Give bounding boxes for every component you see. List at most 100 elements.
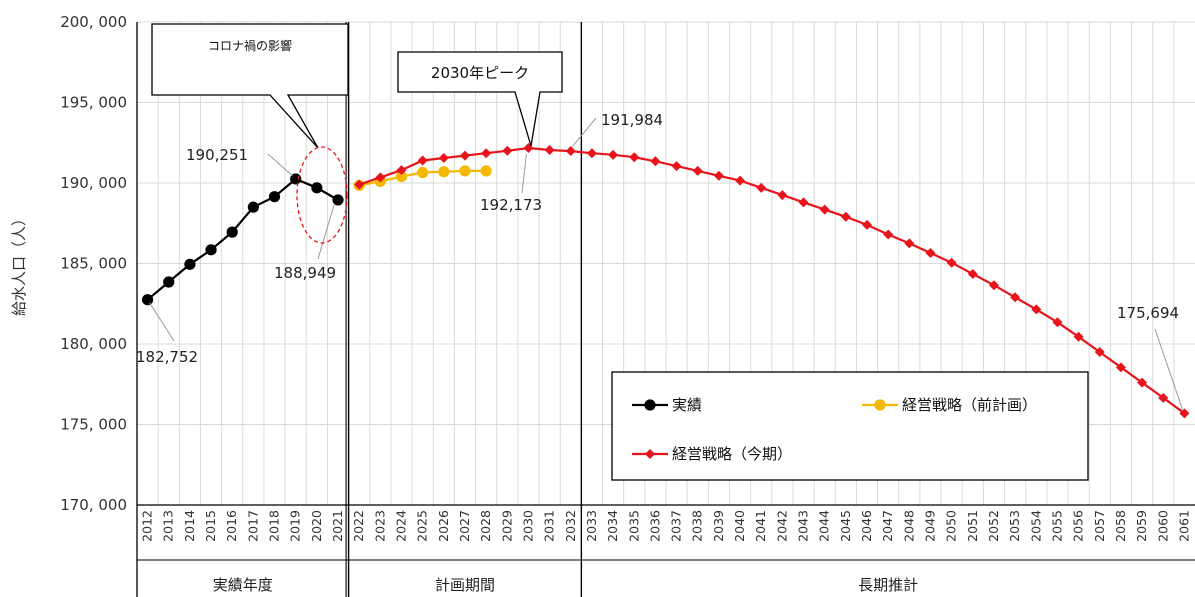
series-point	[946, 257, 957, 268]
series-point	[205, 244, 217, 256]
series-point	[1052, 317, 1063, 328]
series-point	[840, 211, 851, 222]
x-tick-label: 2036	[647, 510, 662, 542]
series-point	[798, 197, 809, 208]
period-label: 実績年度	[213, 576, 273, 594]
series-point	[1179, 408, 1190, 419]
legend-box	[611, 371, 1089, 481]
x-tick-label: 2034	[605, 510, 620, 542]
series-point	[565, 146, 576, 157]
legend-swatch-marker	[644, 399, 656, 411]
x-tick-label: 2055	[1049, 510, 1064, 542]
data-label-leader	[521, 153, 527, 194]
x-tick-label: 2050	[944, 510, 959, 542]
series-point	[1137, 377, 1148, 388]
highlight-ellipse	[296, 146, 348, 244]
legend-layer: 実績 経営戦略（前計画） 経営戦略（今期）	[611, 371, 1089, 481]
y-tick-label: 185, 000	[60, 255, 127, 273]
series-layer	[141, 143, 1190, 419]
series-point	[925, 248, 936, 259]
series-point	[481, 148, 492, 159]
legend-swatch-marker	[645, 449, 655, 459]
x-tick-label: 2032	[563, 510, 578, 542]
legend-label: 経営戦略（今期）	[672, 445, 792, 463]
series-point	[1010, 292, 1021, 303]
series-point	[163, 276, 175, 288]
series-point	[650, 156, 661, 167]
series-point	[311, 182, 323, 194]
x-tick-label: 2046	[859, 510, 874, 542]
series-point	[629, 152, 640, 163]
axis-layer: 170, 000 175, 000 180, 000 185, 000 190, 000…	[10, 13, 1195, 597]
series-point	[226, 226, 238, 238]
series-point	[692, 165, 703, 176]
series-point	[544, 144, 555, 155]
x-tick-label: 2033	[584, 510, 599, 542]
data-label-leader	[572, 117, 597, 147]
data-label: 182,752	[136, 348, 198, 366]
x-tick-label: 2026	[436, 510, 451, 542]
x-tick-label: 2019	[288, 510, 303, 542]
period-label: 計画期間	[435, 576, 495, 594]
x-tick-label: 2024	[394, 510, 409, 542]
x-tick-label: 2047	[880, 510, 895, 542]
period-layer: 実績年度 計画期間 長期推計	[137, 22, 1195, 597]
x-tick-label: 2060	[1155, 510, 1170, 542]
data-label: 190,251	[186, 146, 248, 164]
series-point	[1073, 331, 1084, 342]
series-point	[396, 165, 407, 176]
series-point	[502, 145, 513, 156]
legend-swatch-marker	[874, 399, 886, 411]
series-point	[438, 166, 450, 178]
x-tick-label: 2023	[372, 510, 387, 542]
x-tick-label: 2027	[457, 510, 472, 542]
x-tick-label: 2044	[817, 510, 832, 542]
x-tick-label: 2038	[690, 510, 705, 542]
series-point	[819, 204, 830, 215]
x-tick-label: 2035	[626, 510, 641, 542]
series-point	[671, 161, 682, 172]
x-tick-label: 2020	[309, 510, 324, 542]
series-point	[417, 155, 428, 166]
series-point	[777, 190, 788, 201]
series-point	[523, 143, 534, 154]
series-point	[268, 191, 281, 203]
x-tick-label: 2041	[753, 510, 768, 542]
x-tick-label: 2054	[1028, 510, 1043, 542]
period-label: 長期推計	[858, 576, 918, 594]
x-tick-label: 2045	[838, 510, 853, 542]
series-point	[459, 150, 470, 161]
x-tick-label: 2031	[542, 510, 557, 542]
x-tick-label: 2014	[182, 510, 197, 542]
y-tick-label: 190, 000	[60, 174, 127, 192]
series-point	[1031, 304, 1042, 315]
x-tick-label: 2030	[520, 510, 535, 542]
y-axis-title: 給水人口（人）	[10, 211, 28, 316]
series-point	[480, 165, 492, 177]
series-point	[883, 229, 894, 240]
series-point	[417, 166, 429, 179]
series-point	[354, 179, 365, 190]
x-tick-label: 2015	[203, 510, 218, 542]
x-tick-label: 2037	[669, 510, 684, 542]
x-tick-label: 2016	[224, 510, 239, 542]
callout-box	[397, 51, 563, 147]
x-tick-label: 2042	[774, 510, 789, 542]
y-tick-label: 200, 000	[60, 13, 127, 31]
x-tick-label: 2056	[1071, 510, 1086, 542]
series-point	[1115, 362, 1126, 373]
series-point	[713, 170, 724, 181]
series-point	[904, 238, 915, 249]
y-tick-label: 180, 000	[60, 335, 127, 353]
series-point	[967, 268, 978, 279]
x-tick-label: 2017	[245, 510, 260, 542]
x-tick-label: 2053	[1007, 510, 1022, 542]
data-label-leader	[1154, 328, 1183, 410]
y-tick-label: 170, 000	[60, 496, 127, 514]
x-tick-label: 2040	[732, 510, 747, 542]
x-tick-label: 2025	[415, 510, 430, 542]
x-tick-label: 2018	[267, 510, 282, 542]
x-tick-label: 2059	[1134, 510, 1149, 542]
